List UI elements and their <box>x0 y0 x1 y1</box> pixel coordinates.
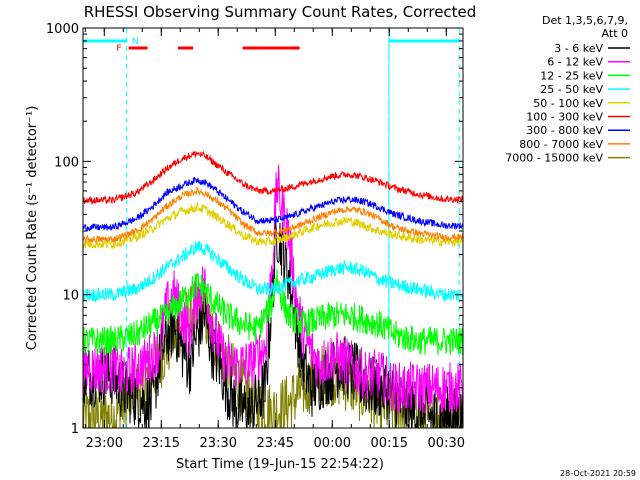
legend-label: 100 - 300 keV <box>526 111 603 124</box>
legend-label: 6 - 12 keV <box>547 56 603 69</box>
legend-header-attenuator: Att 0 <box>602 27 628 40</box>
legend-header-detectors: Det 1,3,5,6,7,9, <box>542 14 628 27</box>
x-tick-label: 23:45 <box>257 436 294 451</box>
series-line-25-to-50keV <box>83 241 463 303</box>
y-tick-label: 10 <box>62 289 79 304</box>
x-tick-label: 23:30 <box>200 436 237 451</box>
legend-label: 800 - 7000 keV <box>519 138 603 151</box>
y-axis-label: Corrected Count Rate (s⁻¹ detector⁻¹) <box>25 106 40 351</box>
flag-label-n: N <box>132 37 139 47</box>
chart-title: RHESSI Observing Summary Count Rates, Co… <box>84 3 477 21</box>
series-line-100-to-300keV <box>83 150 463 206</box>
series-layer <box>83 150 463 428</box>
series-line-6-to-12keV <box>83 164 463 414</box>
y-tick-label: 100 <box>54 155 79 170</box>
y-tick-label: 1000 <box>46 22 79 37</box>
x-tick-label: 23:00 <box>86 436 123 451</box>
timestamp: 28-Oct-2021 20:59 <box>560 469 636 478</box>
legend-label: 25 - 50 keV <box>540 83 603 96</box>
y-tick-label: 1 <box>71 422 79 437</box>
x-tick-label: 00:30 <box>428 436 465 451</box>
legend-label: 50 - 100 keV <box>533 97 603 110</box>
legend-label: 12 - 25 keV <box>540 69 603 82</box>
axis-layer: 23:00 23:15 23:30 23:45 00:00 00:15 00:30 1 10 10… <box>46 22 465 451</box>
series-line-300-to-800keV <box>83 177 463 232</box>
x-axis-label: Start Time (19-Jun-15 22:54:22) <box>176 457 384 472</box>
x-tick-label: 00:00 <box>314 436 351 451</box>
legend-label: 300 - 800 keV <box>526 124 603 137</box>
series-line-50-to-100keV <box>83 201 463 250</box>
legend-label: 3 - 6 keV <box>554 42 603 55</box>
x-tick-label: 00:15 <box>371 436 408 451</box>
x-tick-label: 23:15 <box>143 436 180 451</box>
legend-label: 7000 - 15000 keV <box>505 152 603 165</box>
series-line-800-to-7000keV <box>83 186 463 245</box>
plot-frame <box>82 27 464 429</box>
flag-label-f: F <box>116 44 121 54</box>
